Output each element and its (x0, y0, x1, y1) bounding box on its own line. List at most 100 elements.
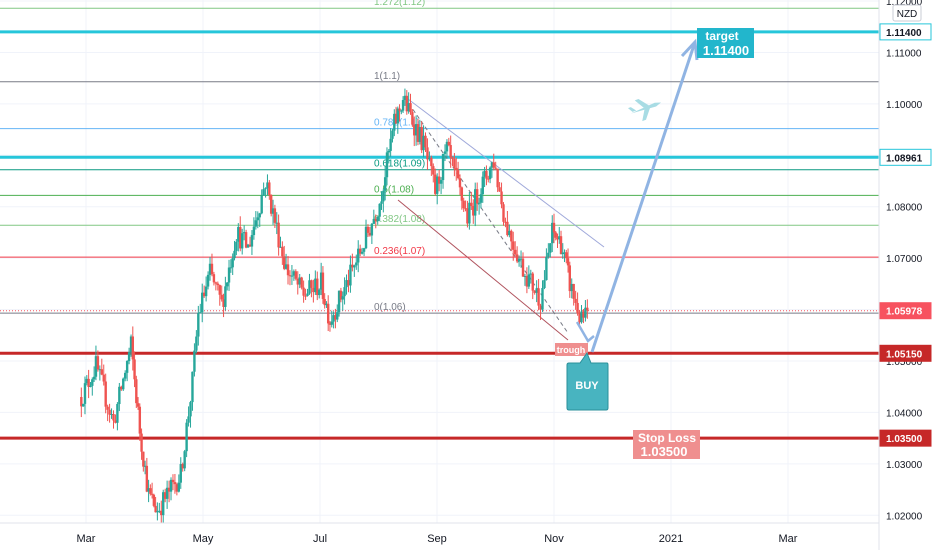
fib-level-label: 0.382(1.08) (374, 214, 425, 225)
candle-body (140, 433, 143, 452)
candle-body (409, 103, 412, 113)
candle-body (118, 386, 121, 405)
candle-body (277, 222, 280, 248)
candle-body (477, 202, 481, 204)
trend-drawings[interactable] (397, 97, 605, 341)
horizontal-levels[interactable] (0, 30, 879, 440)
candle-body (254, 220, 258, 227)
candle-body (197, 313, 200, 337)
candle-body (123, 372, 127, 379)
candle-body (413, 124, 416, 136)
candle-body (193, 350, 196, 372)
y-tick-label: 1.05000 (886, 357, 923, 368)
price-label-tag (879, 344, 932, 362)
candle-body (400, 110, 403, 112)
candle-body (177, 482, 181, 492)
buy-callout[interactable]: BUY (566, 351, 609, 411)
candle-body (360, 251, 364, 254)
trend-line-upper[interactable] (407, 98, 605, 248)
candle-body (428, 157, 431, 160)
candle-body (533, 290, 536, 293)
candles (80, 88, 589, 526)
candle-body (269, 194, 273, 214)
fib-level-label: 0.5(1.08) (374, 184, 414, 195)
candle-body (288, 275, 292, 277)
candle-body (372, 218, 376, 224)
candle-body (87, 378, 90, 387)
candle-body (424, 135, 427, 148)
candle-body (582, 311, 585, 318)
candle-body (343, 287, 346, 297)
candle-body (160, 510, 163, 516)
candle-body (426, 147, 429, 160)
candle-body (191, 371, 194, 403)
candle-body (357, 248, 360, 263)
candle-body (523, 275, 527, 277)
candle-body (189, 402, 192, 417)
price-label-tag (879, 302, 932, 320)
candle-body (380, 201, 383, 204)
candle-body (492, 162, 495, 168)
candle-body (508, 230, 511, 236)
price-label-text: 1.03500 (886, 434, 923, 445)
candle-body (387, 150, 391, 153)
candle-body (154, 505, 157, 513)
price-label-tag (879, 429, 932, 447)
candle-body (572, 283, 575, 299)
candle-body (353, 265, 356, 268)
trough-label[interactable]: trough (555, 343, 588, 356)
candle-body (266, 182, 269, 189)
candle-body (94, 356, 98, 377)
candle-body (135, 379, 138, 404)
candle-body (173, 482, 177, 485)
candle-body (131, 336, 134, 360)
candle-body (204, 286, 208, 297)
candle-body (120, 386, 123, 390)
candle-body (214, 282, 218, 284)
candle-body (378, 203, 381, 217)
fib-level-label: 0(1.06) (374, 302, 406, 313)
candle-body (114, 420, 117, 423)
candle-body (143, 465, 147, 467)
candle-body (235, 241, 238, 251)
candle-body (183, 451, 186, 469)
x-tick-label: 2021 (659, 533, 683, 545)
y-tick-label: 1.02000 (886, 511, 923, 522)
candle-body (336, 312, 339, 320)
candle-body (175, 484, 179, 492)
candle-body (447, 141, 451, 146)
candle-body (185, 422, 188, 452)
trend-line-lower[interactable] (397, 199, 569, 341)
candle-body (181, 464, 184, 469)
fib-trend-line[interactable] (404, 97, 569, 334)
candle-body (558, 236, 561, 240)
annotations[interactable]: target 1.11400 Stop Loss 1.03500 trough … (555, 28, 754, 459)
candle-body (167, 487, 171, 492)
candle-body (306, 293, 309, 296)
currency-badge[interactable]: NZD (892, 4, 922, 22)
candle-body (201, 292, 204, 313)
candle-body (391, 130, 394, 139)
candle-body (292, 271, 296, 276)
candle-body (513, 249, 517, 255)
x-tick-label: Mar (77, 533, 96, 545)
y-tick-label: 1.03000 (886, 460, 923, 471)
candle-body (334, 315, 337, 320)
candle-body (432, 166, 435, 175)
candle-body (248, 244, 252, 247)
target-callout[interactable]: target 1.11400 (697, 28, 754, 58)
candle-body (260, 195, 263, 214)
candle-body (549, 243, 552, 253)
stop-loss-callout[interactable]: Stop Loss 1.03500 (633, 430, 700, 459)
candle-body (490, 162, 494, 168)
candle-body (460, 187, 464, 201)
x-tick-label: Sep (427, 533, 447, 545)
candle-body (150, 493, 154, 495)
candle-body (136, 403, 140, 407)
target-value: 1.11400 (703, 43, 749, 58)
candle-body (466, 208, 469, 224)
stop-loss-title: Stop Loss (638, 431, 696, 445)
candle-body (434, 174, 437, 194)
candle-body (475, 189, 479, 204)
